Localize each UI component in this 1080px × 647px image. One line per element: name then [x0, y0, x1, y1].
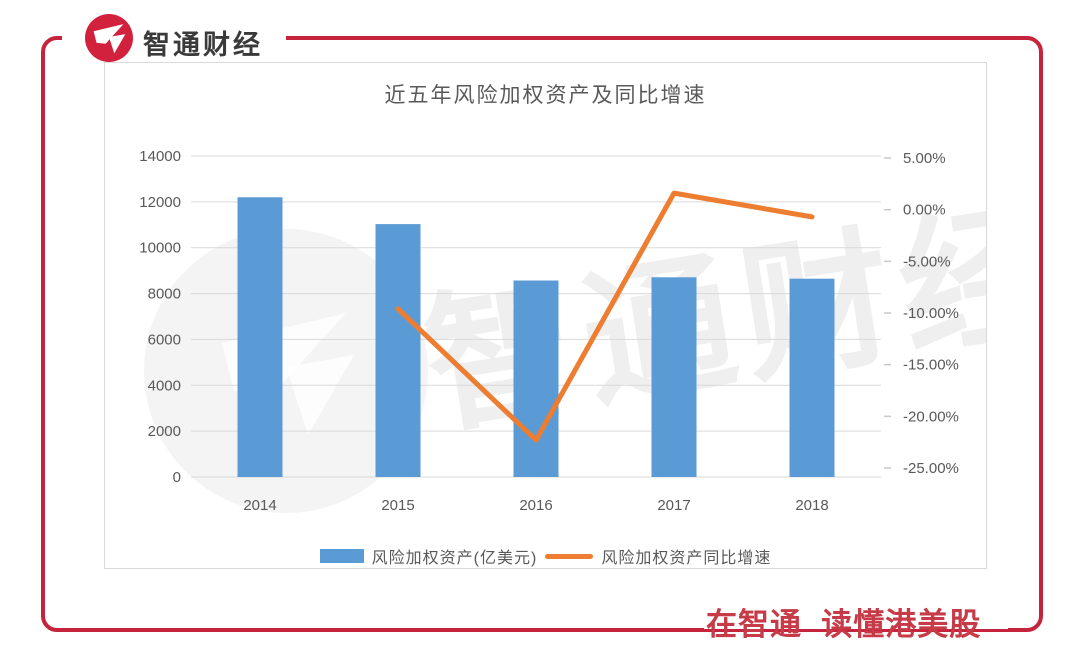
legend-item-bar: 风险加权资产(亿美元) [319, 544, 538, 568]
chart-title: 近五年风险加权资产及同比增速 [384, 84, 707, 107]
left-axis-tick: 0 [173, 469, 181, 486]
right-axis-tick: -20.00% [903, 408, 959, 425]
frame-gap-bottom [704, 614, 1008, 629]
brand-logo-text: 智通财经 [143, 30, 263, 60]
right-axis-tick: -5.00% [903, 253, 951, 270]
left-axis-tick: 8000 [148, 286, 181, 303]
x-axis-label: 2018 [795, 497, 828, 514]
legend-line-swatch-icon [545, 553, 594, 559]
bar-2016 [513, 280, 559, 477]
decorative-frame [41, 36, 1043, 632]
x-axis-label: 2014 [243, 497, 276, 514]
brand-logo-icon [85, 14, 133, 62]
left-axis-tick: 14000 [139, 148, 181, 165]
right-axis-tick: 0.00% [903, 202, 946, 219]
right-axis-tick: -15.00% [903, 357, 959, 374]
growth-line [395, 190, 815, 443]
x-axis-label: 2016 [519, 497, 552, 514]
legend-line-label: 风险加权资产同比增速 [601, 550, 772, 567]
brand-slogan: 在智通 读懂港美股 [706, 607, 982, 642]
left-axis-tick: 2000 [148, 423, 181, 440]
legend-item-line: 风险加权资产同比增速 [545, 544, 771, 568]
bar-2015 [375, 224, 421, 477]
bar-2017 [651, 277, 697, 477]
x-axis-label: 2017 [657, 497, 690, 514]
x-axis-label: 2015 [381, 497, 414, 514]
legend-bar-label: 风险加权资产(亿美元) [371, 550, 538, 567]
right-axis-tick: -25.00% [903, 460, 959, 477]
right-axis-tick: -10.00% [903, 305, 959, 322]
left-axis-tick: 6000 [148, 331, 181, 348]
left-axis-tick: 4000 [148, 377, 181, 394]
chart-legend: 风险加权资产(亿美元) 风险加权资产同比增速 [105, 544, 986, 568]
chart-card: 智通财经 近五年风险加权资产及同比增速 14000 12000 10000 8000 6… [104, 62, 987, 569]
bar-2014 [237, 197, 283, 477]
left-axis-tick: 10000 [139, 240, 181, 257]
legend-bar-swatch-icon [319, 549, 364, 563]
right-axis-tick: 5.00% [903, 150, 946, 167]
logo-glyph [93, 24, 126, 54]
chart-plot: 14000 12000 10000 8000 6000 4000 2000 0 5.00% 0.0… [139, 148, 959, 514]
bar-2018 [789, 278, 835, 477]
left-axis-tick: 12000 [139, 194, 181, 211]
